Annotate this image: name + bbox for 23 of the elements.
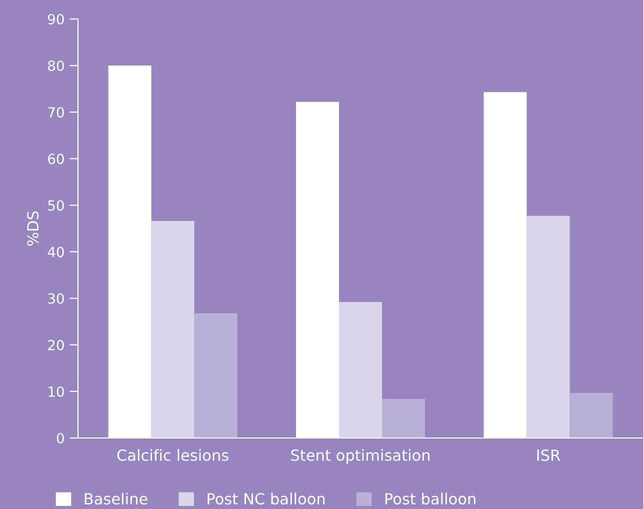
- y-tick-label: 10: [48, 386, 64, 397]
- legend-label: Post balloon: [385, 492, 476, 505]
- y-tick-label: 80: [48, 60, 64, 72]
- bar: [339, 302, 382, 438]
- y-tick-label: 20: [48, 340, 64, 350]
- y-axis-title: %DS: [27, 211, 39, 246]
- y-tick-label: 70: [48, 107, 64, 118]
- bar: [151, 221, 194, 438]
- bar: [194, 313, 238, 438]
- y-tick-label: 30: [48, 293, 64, 304]
- bar: [382, 398, 425, 438]
- bar: [526, 216, 570, 438]
- x-tick-label: ISR: [537, 449, 560, 461]
- bar: [570, 392, 613, 438]
- legend-label: Post NC balloon: [208, 492, 325, 505]
- legend-label: Baseline: [84, 492, 148, 505]
- x-tick-label: Stent optimisation: [291, 449, 430, 464]
- x-tick-label: Calcific lesions: [117, 449, 228, 461]
- y-tick-label: 50: [48, 200, 64, 211]
- y-tick-label: 90: [48, 14, 64, 24]
- y-tick-label: 60: [48, 154, 64, 164]
- y-tick-label: 40: [48, 246, 64, 258]
- y-tick-label: 0: [56, 432, 64, 444]
